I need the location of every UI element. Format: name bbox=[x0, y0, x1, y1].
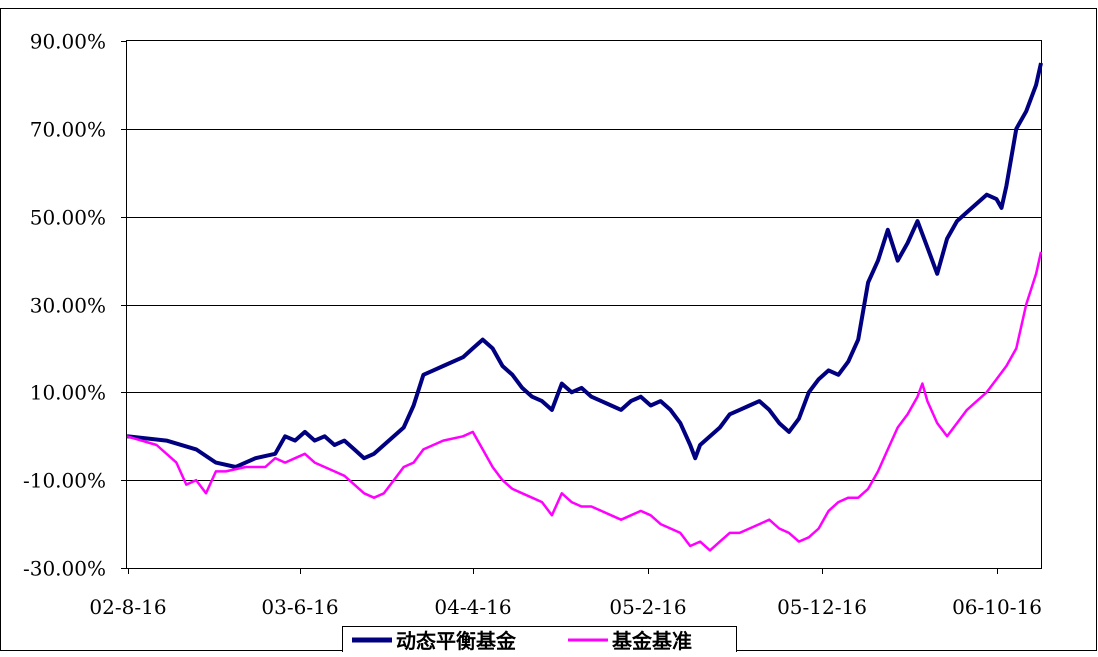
y-tick-label: 30.00% bbox=[30, 294, 106, 318]
x-tick-label: 02-8-16 bbox=[89, 595, 166, 619]
y-tick-label: -10.00% bbox=[23, 469, 106, 493]
plot-area bbox=[126, 40, 1042, 569]
x-tick-label: 05-12-16 bbox=[777, 595, 867, 619]
x-tick-label: 05-2-16 bbox=[609, 595, 686, 619]
x-tick-label: 03-6-16 bbox=[261, 595, 338, 619]
y-tick-label: 90.00% bbox=[30, 30, 106, 54]
y-axis: 90.00% 70.00% 50.00% 30.00% 10.00% -10.00% -30… bbox=[23, 30, 127, 581]
y-tick-label: 50.00% bbox=[30, 206, 106, 230]
series-layer bbox=[126, 62, 1043, 552]
y-tick-label: 70.00% bbox=[30, 118, 106, 142]
y-tick-label: -30.00% bbox=[23, 557, 106, 581]
gridlines bbox=[127, 129, 1041, 481]
x-axis: 02-8-16 03-6-16 04-4-16 05-2-16 05-12-16 06-1… bbox=[89, 568, 1042, 619]
x-tick-label: 04-4-16 bbox=[434, 595, 511, 619]
series-line-benchmark bbox=[126, 251, 1043, 552]
legend-label-benchmark: 基金基准 bbox=[612, 629, 692, 652]
series-line-dynamic-fund bbox=[126, 62, 1043, 469]
legend-label-dynamic-fund: 动态平衡基金 bbox=[396, 629, 517, 652]
x-tick-label: 06-10-16 bbox=[952, 595, 1042, 619]
y-tick-label: 10.00% bbox=[30, 381, 106, 405]
legend: 动态平衡基金 基金基准 bbox=[342, 626, 737, 657]
